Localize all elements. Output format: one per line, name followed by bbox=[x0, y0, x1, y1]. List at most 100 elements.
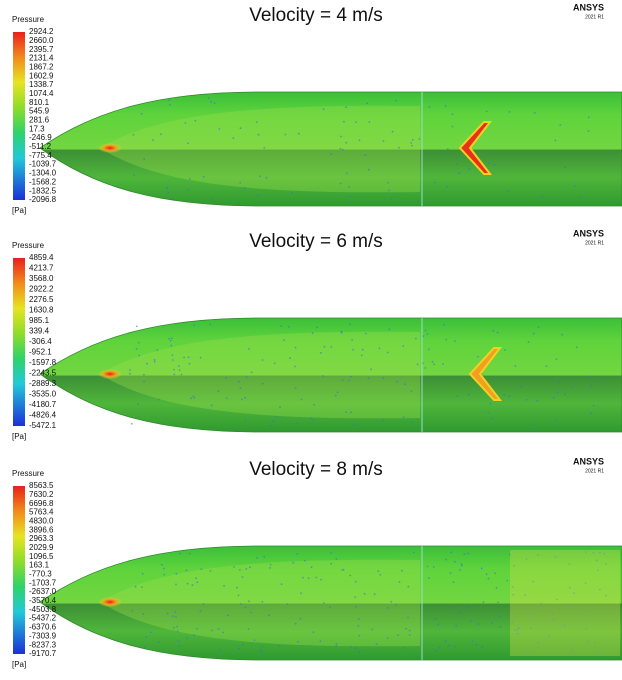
speckle bbox=[313, 631, 315, 633]
speckle bbox=[415, 338, 417, 340]
speckle bbox=[152, 139, 154, 141]
speckle bbox=[365, 154, 367, 156]
speckle bbox=[387, 182, 389, 184]
colorbar-tick-label: 985.1 bbox=[29, 316, 50, 325]
speckle bbox=[163, 568, 165, 570]
speckle bbox=[136, 326, 138, 328]
panel: Velocity = 8 m/sANSYS2021 R1Pressure8563… bbox=[12, 456, 622, 669]
speckle bbox=[262, 383, 264, 385]
speckle bbox=[324, 346, 326, 348]
speckle bbox=[203, 176, 205, 178]
speckle bbox=[514, 365, 516, 367]
speckle bbox=[225, 377, 227, 379]
speckle bbox=[353, 424, 355, 426]
speckle bbox=[463, 553, 465, 555]
speckle bbox=[467, 606, 469, 608]
speckle bbox=[506, 580, 508, 582]
speckle bbox=[211, 198, 213, 200]
colorbar-tick-label: 1074.4 bbox=[29, 89, 54, 98]
speckle bbox=[298, 133, 300, 135]
speckle bbox=[557, 392, 559, 394]
speckle bbox=[245, 420, 247, 422]
colorbar-tick-label: -775.4 bbox=[29, 151, 52, 160]
speckle bbox=[312, 332, 314, 334]
speckle bbox=[468, 394, 470, 396]
speckle bbox=[456, 395, 458, 397]
speckle bbox=[251, 372, 253, 374]
speckle bbox=[445, 339, 447, 341]
speckle bbox=[397, 634, 399, 636]
speckle bbox=[316, 326, 318, 328]
speckle bbox=[295, 387, 297, 389]
speckle bbox=[433, 364, 435, 366]
speckle bbox=[133, 134, 135, 136]
speckle bbox=[376, 643, 378, 645]
speckle bbox=[219, 128, 221, 130]
colorbar-tick-label: -5437.2 bbox=[29, 614, 57, 623]
speckle bbox=[349, 575, 351, 577]
speckle bbox=[194, 120, 196, 122]
speckle bbox=[453, 581, 455, 583]
speckle bbox=[315, 577, 317, 579]
speckle bbox=[166, 187, 168, 189]
speckle bbox=[330, 153, 332, 155]
speckle bbox=[193, 634, 195, 636]
speckle bbox=[446, 186, 448, 188]
speckle bbox=[443, 324, 445, 326]
speckle bbox=[218, 628, 220, 630]
speckle bbox=[355, 647, 357, 649]
colorbar-tick-label: 8563.5 bbox=[29, 481, 54, 490]
speckle bbox=[274, 363, 276, 365]
speckle bbox=[588, 116, 590, 118]
speckle bbox=[504, 349, 506, 351]
speckle bbox=[238, 595, 240, 597]
colorbar-tick-label: 810.1 bbox=[29, 98, 50, 107]
speckle bbox=[349, 324, 351, 326]
speckle bbox=[256, 557, 258, 559]
speckle bbox=[186, 637, 188, 639]
panel: Velocity = 6 m/sANSYS2021 R1Pressure4859… bbox=[12, 228, 622, 441]
speckle bbox=[340, 148, 342, 150]
colorbar-tick-label: -952.1 bbox=[29, 348, 52, 357]
speckle bbox=[158, 399, 160, 401]
speckle bbox=[447, 148, 449, 150]
colorbar-tick-label: 2924.2 bbox=[29, 27, 54, 36]
speckle bbox=[256, 121, 258, 123]
speckle bbox=[533, 425, 535, 427]
speckle bbox=[248, 600, 250, 602]
speckle bbox=[200, 357, 202, 359]
speckle bbox=[246, 376, 248, 378]
speckle bbox=[269, 567, 271, 569]
speckle bbox=[242, 576, 244, 578]
speckle bbox=[491, 417, 493, 419]
speckle bbox=[411, 145, 413, 147]
colorbar-tick-label: 163.1 bbox=[29, 561, 50, 570]
speckle bbox=[141, 113, 143, 115]
speckle bbox=[341, 332, 343, 334]
colorbar-tick-label: -1568.2 bbox=[29, 177, 57, 186]
colorbar-tick-label: 1338.7 bbox=[29, 80, 54, 89]
colorbar-tick-label: -4180.7 bbox=[29, 400, 57, 409]
speckle bbox=[233, 566, 235, 568]
speckle bbox=[263, 556, 265, 558]
speckle bbox=[186, 569, 188, 571]
speckle bbox=[322, 375, 324, 377]
speckle bbox=[538, 326, 540, 328]
speckle bbox=[454, 646, 456, 648]
speckle bbox=[499, 616, 501, 618]
speckle bbox=[427, 566, 429, 568]
speckle bbox=[507, 190, 509, 192]
colorbar-tick-label: 2963.3 bbox=[29, 534, 54, 543]
speckle bbox=[417, 363, 419, 365]
speckle bbox=[402, 345, 404, 347]
speckle bbox=[500, 626, 502, 628]
speckle bbox=[349, 196, 351, 198]
speckle bbox=[172, 354, 174, 356]
speckle bbox=[226, 397, 228, 399]
speckle bbox=[249, 566, 251, 568]
speckle bbox=[223, 585, 225, 587]
speckle bbox=[209, 323, 211, 325]
speckle bbox=[437, 623, 439, 625]
speckle bbox=[392, 131, 394, 133]
